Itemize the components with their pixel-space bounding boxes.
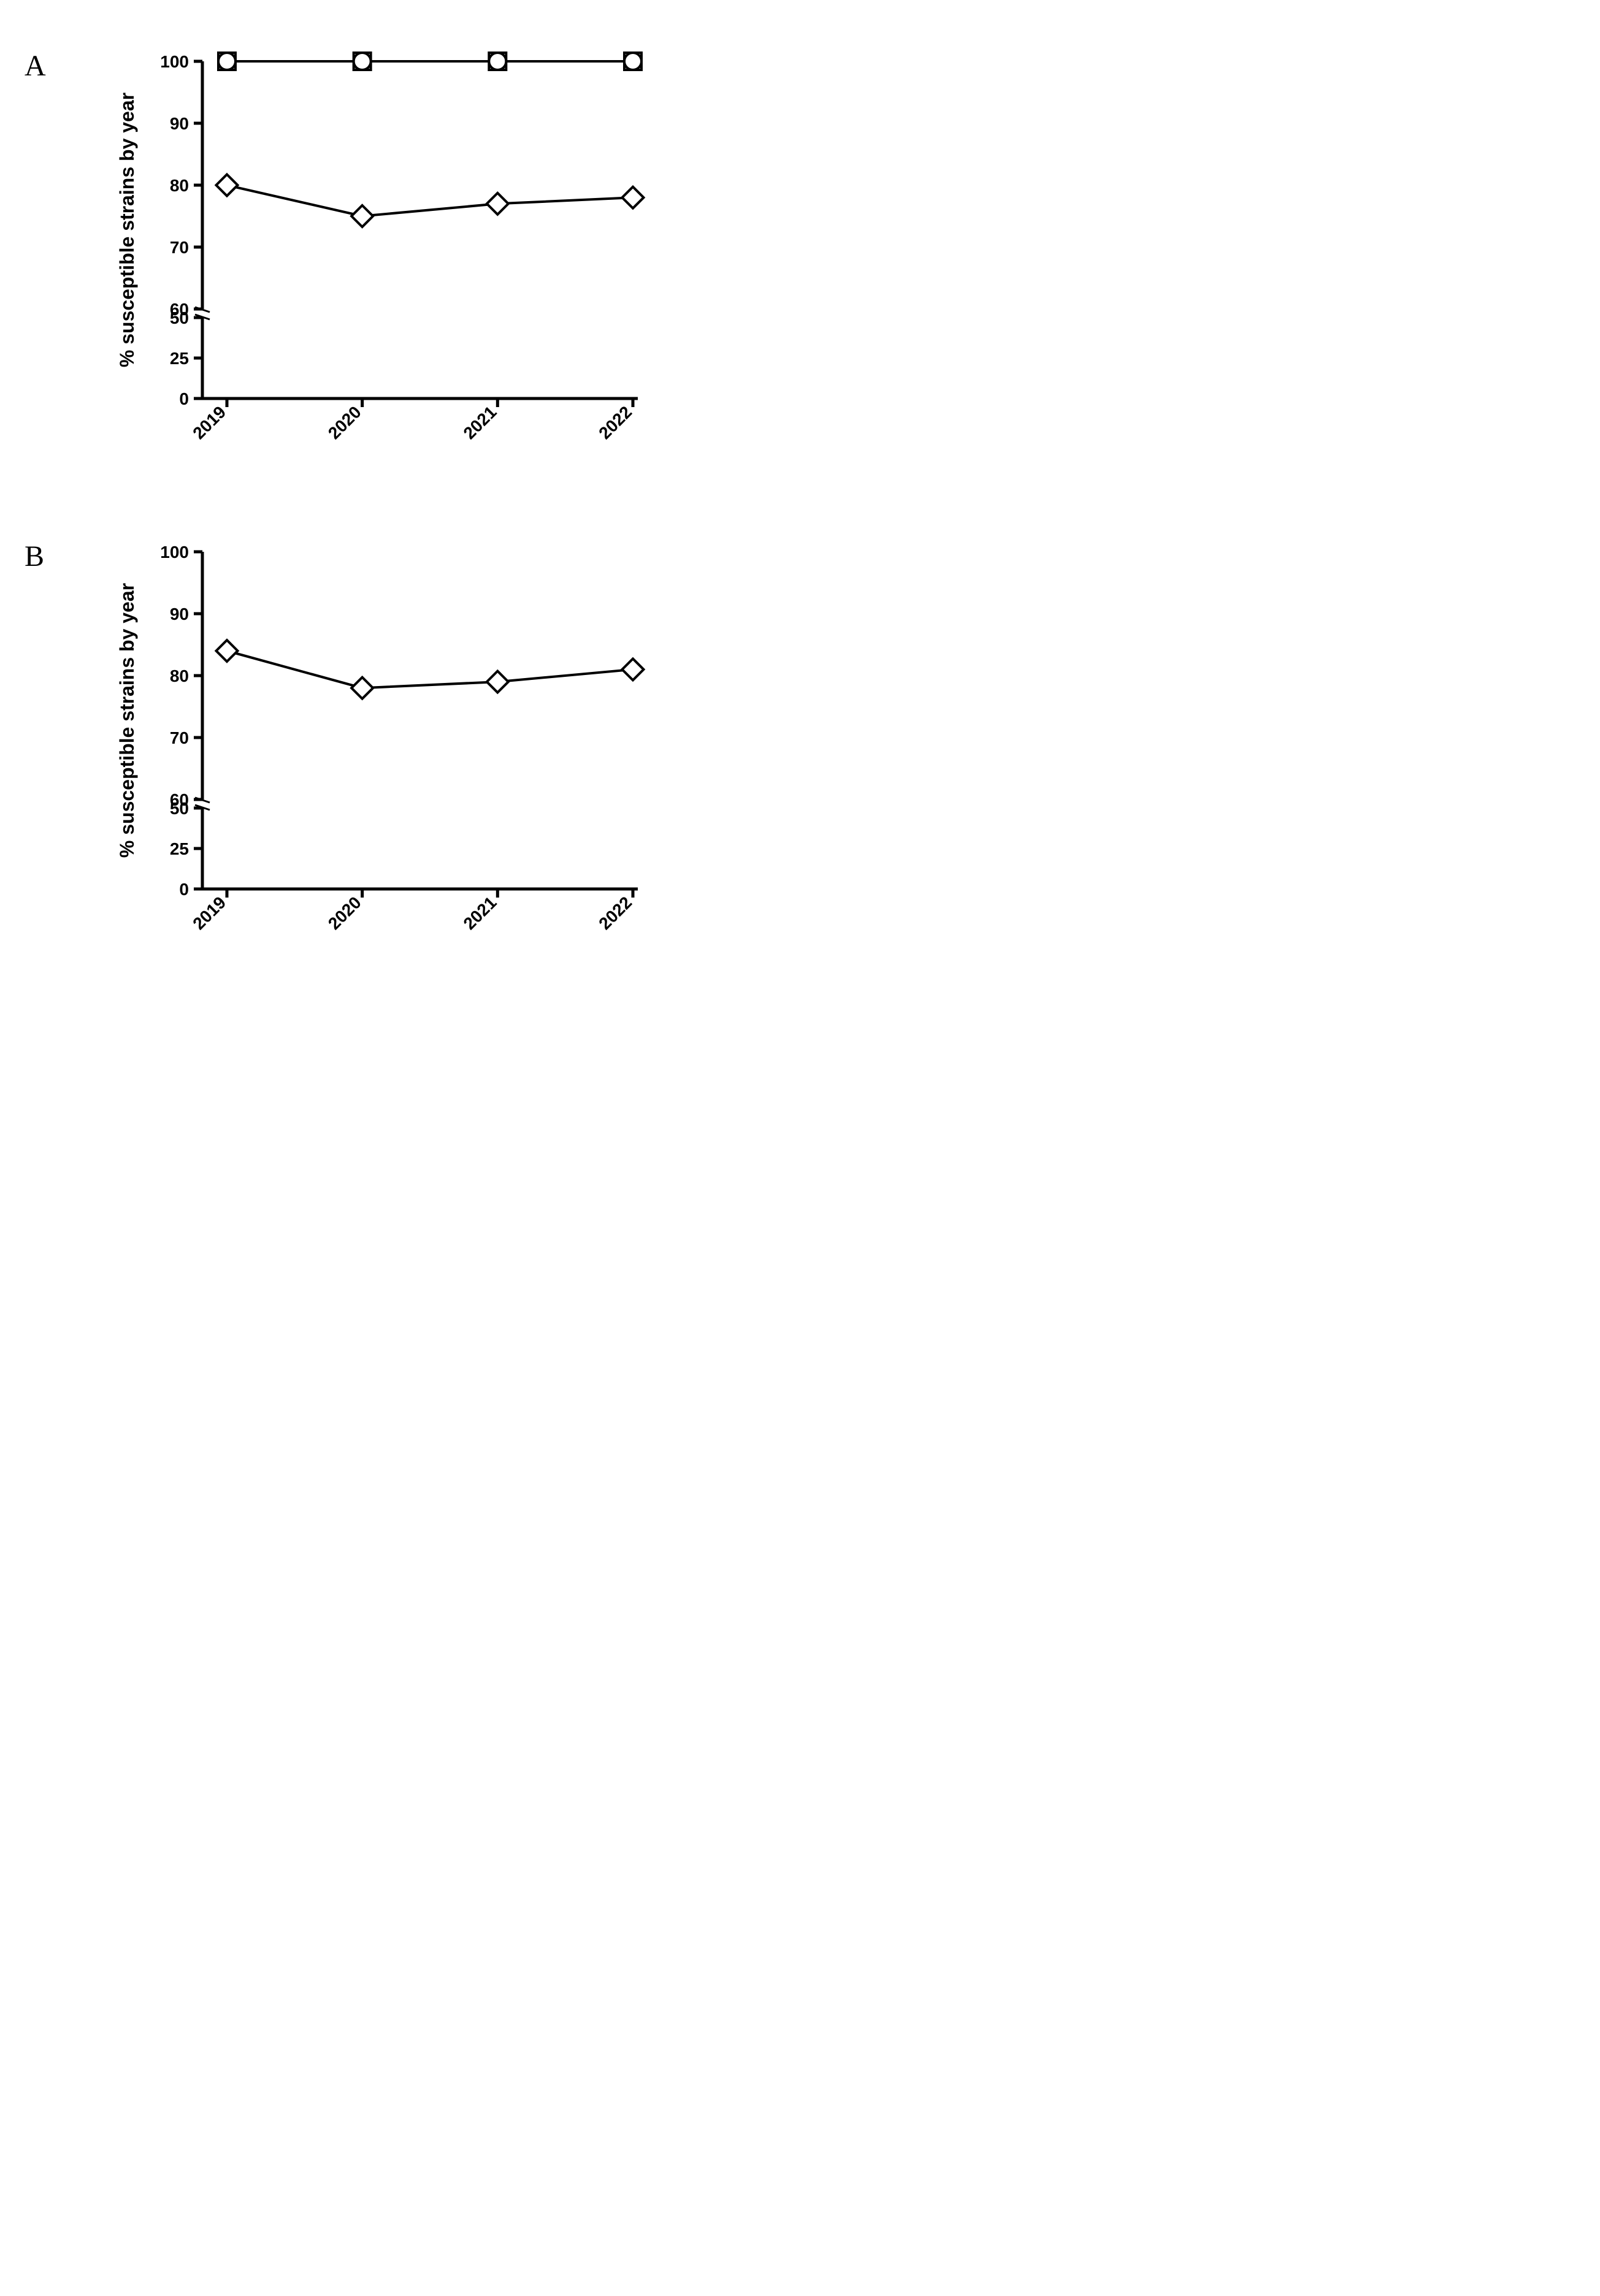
svg-text:0: 0 <box>179 389 189 408</box>
svg-text:60: 60 <box>170 300 189 319</box>
svg-text:80: 80 <box>170 176 189 195</box>
svg-text:25: 25 <box>170 349 189 368</box>
panel-a-label: A <box>25 49 46 83</box>
svg-text:100: 100 <box>160 52 189 71</box>
svg-text:2020: 2020 <box>324 893 365 933</box>
svg-text:2022: 2022 <box>595 893 635 933</box>
svg-text:2019: 2019 <box>189 402 229 443</box>
svg-text:0: 0 <box>179 880 189 899</box>
svg-text:2021: 2021 <box>460 893 500 933</box>
svg-text:2019: 2019 <box>189 893 229 933</box>
svg-text:60: 60 <box>170 790 189 809</box>
chart-b-svg: 02550607080901002019202020212022% suscep… <box>110 540 662 981</box>
svg-text:% susceptible strains by year: % susceptible strains by year <box>116 583 138 858</box>
panel-b: B 02550607080901002019202020212022% susc… <box>25 540 1575 981</box>
svg-text:90: 90 <box>170 605 189 624</box>
svg-text:2020: 2020 <box>324 402 365 443</box>
svg-text:100: 100 <box>160 543 189 562</box>
svg-text:70: 70 <box>170 238 189 257</box>
panel-a: A 02550607080901002019202020212022% susc… <box>25 49 1575 490</box>
svg-text:2022: 2022 <box>595 402 635 443</box>
panel-b-label: B <box>25 540 44 573</box>
panel-b-chart: 02550607080901002019202020212022% suscep… <box>110 540 1575 981</box>
chart-a-svg: 02550607080901002019202020212022% suscep… <box>110 49 662 490</box>
svg-text:70: 70 <box>170 728 189 747</box>
svg-text:90: 90 <box>170 114 189 133</box>
panel-a-chart: 02550607080901002019202020212022% suscep… <box>110 49 1575 490</box>
svg-text:25: 25 <box>170 839 189 858</box>
svg-text:% susceptible strains by year: % susceptible strains by year <box>116 93 138 367</box>
svg-text:2021: 2021 <box>460 402 500 443</box>
svg-text:80: 80 <box>170 666 189 685</box>
